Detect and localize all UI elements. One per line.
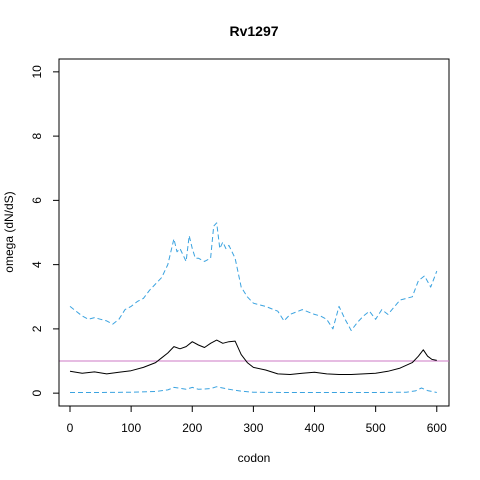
y-tick-label: 8 [30, 132, 44, 139]
x-tick-label: 600 [427, 421, 447, 435]
x-tick-label: 0 [67, 421, 74, 435]
y-axis-label: omega (dN/dS) [2, 191, 16, 272]
series-line-lower [70, 386, 437, 393]
plot-frame [58, 58, 450, 407]
series-line-estimate [69, 339, 437, 375]
x-axis: 0 100 200 300 400 500 600 [67, 405, 447, 435]
x-tick-label: 100 [121, 421, 141, 435]
x-tick-label: 500 [366, 421, 386, 435]
y-tick-label: 10 [30, 65, 44, 79]
y-tick-label: 2 [30, 325, 44, 332]
x-tick-label: 400 [305, 421, 325, 435]
x-tick-label: 300 [243, 421, 263, 435]
y-tick-label: 0 [30, 389, 44, 396]
plot-area [58, 58, 450, 407]
y-tick-label: 6 [30, 197, 44, 204]
y-axis: 0 2 4 6 8 10 [30, 65, 60, 396]
chart-title: Rv1297 [229, 23, 278, 39]
series-line-upper [69, 222, 438, 331]
x-axis-label: codon [238, 451, 271, 465]
series-layer [69, 222, 438, 393]
y-tick-label: 4 [30, 261, 44, 268]
x-tick-label: 200 [182, 421, 202, 435]
